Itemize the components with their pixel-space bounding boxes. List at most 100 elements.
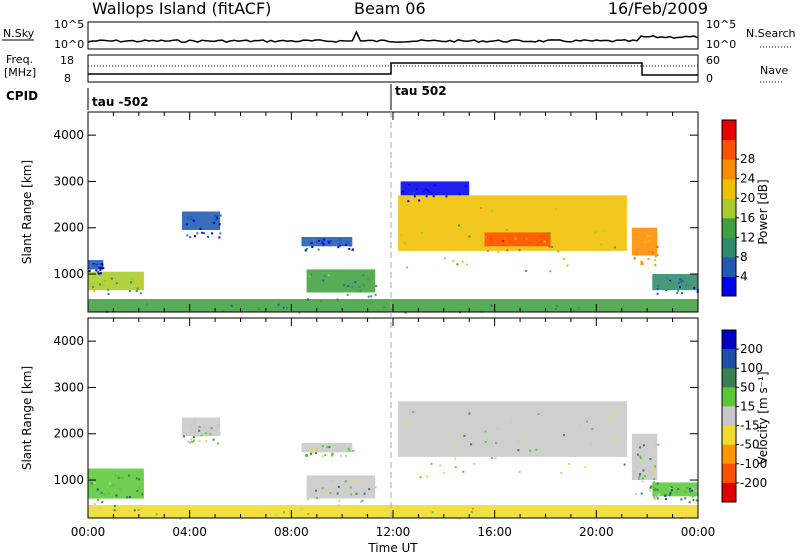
echo-region [306, 475, 376, 499]
x-tick-label: 16:00 [477, 525, 512, 539]
echo-speck [344, 480, 347, 483]
echo-speck [311, 493, 314, 496]
colorbar-swatch [722, 256, 736, 277]
y-tick-label: 2000 [53, 427, 84, 441]
y-tick-label: 3000 [53, 174, 84, 188]
echo-speck [635, 466, 638, 469]
echo-speck [653, 496, 656, 499]
echo-speck [686, 277, 689, 280]
echo-speck [649, 466, 652, 468]
echo-speck [351, 285, 354, 288]
echo-speck [408, 183, 411, 186]
echo-speck [651, 472, 654, 475]
echo-speck [669, 491, 672, 494]
echo-speck [653, 498, 656, 501]
echo-speck [363, 284, 366, 287]
echo-speck [129, 290, 131, 292]
echo-speck [190, 423, 193, 426]
echo-speck [349, 486, 352, 489]
echo-speck [434, 184, 437, 187]
echo-speck [97, 270, 100, 273]
echo-speck [670, 486, 673, 488]
echo-speck [338, 238, 341, 241]
echo-speck [633, 471, 636, 474]
echo-speck [652, 468, 655, 471]
y-tick-label: 4000 [53, 334, 84, 348]
echo-speck [113, 509, 116, 512]
echo-speck [304, 454, 307, 457]
echo-speck [269, 513, 272, 516]
nave-tick-bottom: 0 [706, 72, 713, 85]
echo-speck [350, 493, 353, 496]
echo-speck [100, 491, 103, 494]
colorbar-swatch [722, 178, 736, 199]
echo-speck [677, 488, 680, 490]
echo-speck [92, 285, 95, 288]
colorbar-swatch [722, 330, 736, 350]
echo-speck [318, 239, 320, 242]
echo-speck [656, 495, 659, 498]
echo-speck [374, 293, 377, 296]
echo-speck [361, 499, 364, 502]
echo-speck [128, 474, 130, 477]
echo-speck [668, 494, 671, 497]
echo-speck [315, 489, 317, 492]
echo-speck [691, 489, 693, 492]
echo-speck [190, 218, 193, 220]
echo-speck [463, 434, 466, 437]
colorbar-swatch [722, 425, 736, 446]
echo-speck [320, 300, 323, 303]
freq-tick-top: 18 [60, 54, 74, 67]
echo-speck [641, 475, 644, 478]
echo-speck [635, 253, 638, 256]
echo-speck [97, 264, 100, 267]
echo-speck [691, 495, 694, 498]
echo-speck [685, 284, 688, 287]
echo-speck [138, 478, 141, 481]
echo-speck [204, 432, 207, 435]
echo-speck [109, 485, 112, 488]
echo-speck [522, 236, 525, 239]
echo-speck [454, 466, 457, 469]
power-panel: 1000 2000 3000 4000 Slant Range [km] [20, 111, 699, 314]
x-tick-labels: 00:00 04:00 08:00 12:00 16:00 20:00 00:00 [71, 525, 716, 539]
echo-speck [185, 223, 188, 226]
colorbar-tick-label: 20 [740, 191, 755, 205]
echo-speck [639, 441, 642, 444]
echo-speck [114, 474, 117, 477]
echo-speck [639, 457, 642, 460]
noise-left-tick-bottom: 10^0 [54, 38, 84, 51]
echo-speck [668, 281, 671, 283]
colorbar-tick-label: -50 [740, 438, 760, 452]
echo-speck [677, 281, 680, 284]
echo-speck [510, 244, 513, 247]
x-tick-label: 04:00 [172, 525, 207, 539]
echo-speck [518, 470, 521, 473]
echo-speck [307, 298, 309, 301]
echo-region [306, 269, 376, 293]
echo-speck [218, 220, 220, 223]
echo-speck [412, 192, 415, 195]
echo-speck [375, 284, 378, 287]
y-tick-label: 3000 [53, 380, 84, 394]
echo-speck [326, 492, 329, 495]
echo-speck [89, 267, 92, 270]
echo-speck [656, 292, 659, 295]
echo-speck [321, 487, 324, 490]
echo-speck [402, 190, 405, 193]
echo-speck [490, 304, 493, 307]
echo-speck [347, 285, 350, 288]
echo-speck [110, 277, 113, 280]
echo-speck [349, 244, 352, 247]
echo-speck [304, 249, 307, 252]
echo-speck [656, 482, 659, 485]
echo-speck [455, 440, 458, 443]
echo-speck [696, 499, 699, 502]
echo-region [301, 237, 353, 247]
colorbar-swatch [722, 139, 736, 160]
echo-speck [554, 208, 557, 210]
echo-speck [517, 449, 520, 452]
echo-speck [102, 267, 105, 270]
echo-speck [666, 277, 669, 280]
echo-speck [198, 440, 201, 442]
